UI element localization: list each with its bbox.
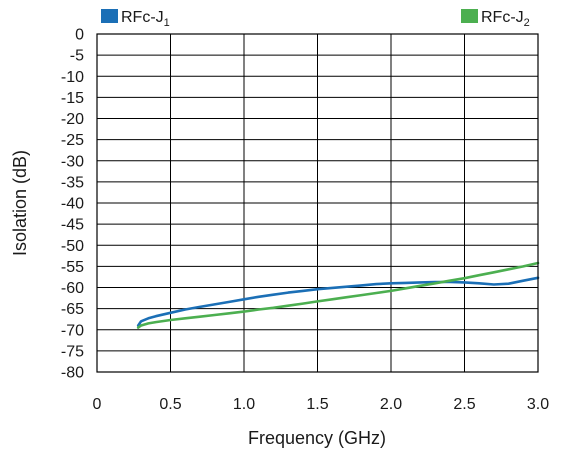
y-tick-label: -50: [61, 238, 84, 255]
legend-label-rfc-j1-sub: 1: [164, 17, 170, 29]
y-tick-label: -70: [61, 322, 84, 339]
y-tick-label: 0: [75, 27, 84, 44]
series-line-rfc-j2: [136, 261, 540, 329]
x-tick-label: 1.5: [306, 396, 328, 413]
legend-label-rfc-j2-main: RFc-J: [481, 9, 524, 26]
x-axis-title: Frequency (GHz): [248, 428, 386, 448]
y-axis-title: Isolation (dB): [10, 150, 30, 256]
x-tick-label: 2.0: [380, 396, 402, 413]
y-tick-label: -40: [61, 196, 84, 213]
legend-label-rfc-j1: RFc-J1: [121, 9, 170, 29]
x-tick-label: 0: [93, 396, 102, 413]
y-tick-label: -80: [61, 365, 84, 382]
legend-swatch-rfc-j2: [461, 9, 478, 23]
y-tick-label: -65: [61, 301, 84, 318]
y-tick-label: -10: [61, 69, 84, 86]
y-tick-label: -15: [61, 90, 84, 107]
y-tick-label: -30: [61, 153, 84, 170]
legend-label-rfc-j2: RFc-J2: [481, 9, 530, 29]
y-tick-label: -5: [70, 48, 84, 65]
y-tick-label: -20: [61, 111, 84, 128]
x-tick-label: 2.5: [453, 396, 475, 413]
y-tick-label: -55: [61, 259, 84, 276]
y-tick-label: -35: [61, 174, 84, 191]
series-line-rfc-j1: [136, 276, 540, 327]
x-tick-label: 3.0: [527, 396, 549, 413]
plot-frame: [96, 33, 539, 373]
y-tick-label: -45: [61, 217, 84, 234]
grid-lines: [96, 33, 539, 373]
x-tick-label: 0.5: [159, 396, 181, 413]
legend-swatch-rfc-j1: [101, 9, 118, 23]
legend-label-rfc-j2-sub: 2: [524, 17, 530, 29]
y-tick-labels: 0 -5 -10 -15 -20 -25 -30 -35 -40 -45 -50 -55 -60 -65 -…: [61, 27, 84, 382]
y-tick-label: -25: [61, 132, 84, 149]
legend: RFc-J1 RFc-J2: [101, 9, 530, 29]
x-tick-labels: 0 0.5 1.0 1.5 2.0 2.5 3.0: [93, 396, 550, 413]
y-tick-label: -75: [61, 343, 84, 360]
legend-label-rfc-j1-main: RFc-J: [121, 9, 164, 26]
y-tick-label: -60: [61, 280, 84, 297]
x-tick-label: 1.0: [233, 396, 255, 413]
series-layer: [136, 261, 540, 329]
